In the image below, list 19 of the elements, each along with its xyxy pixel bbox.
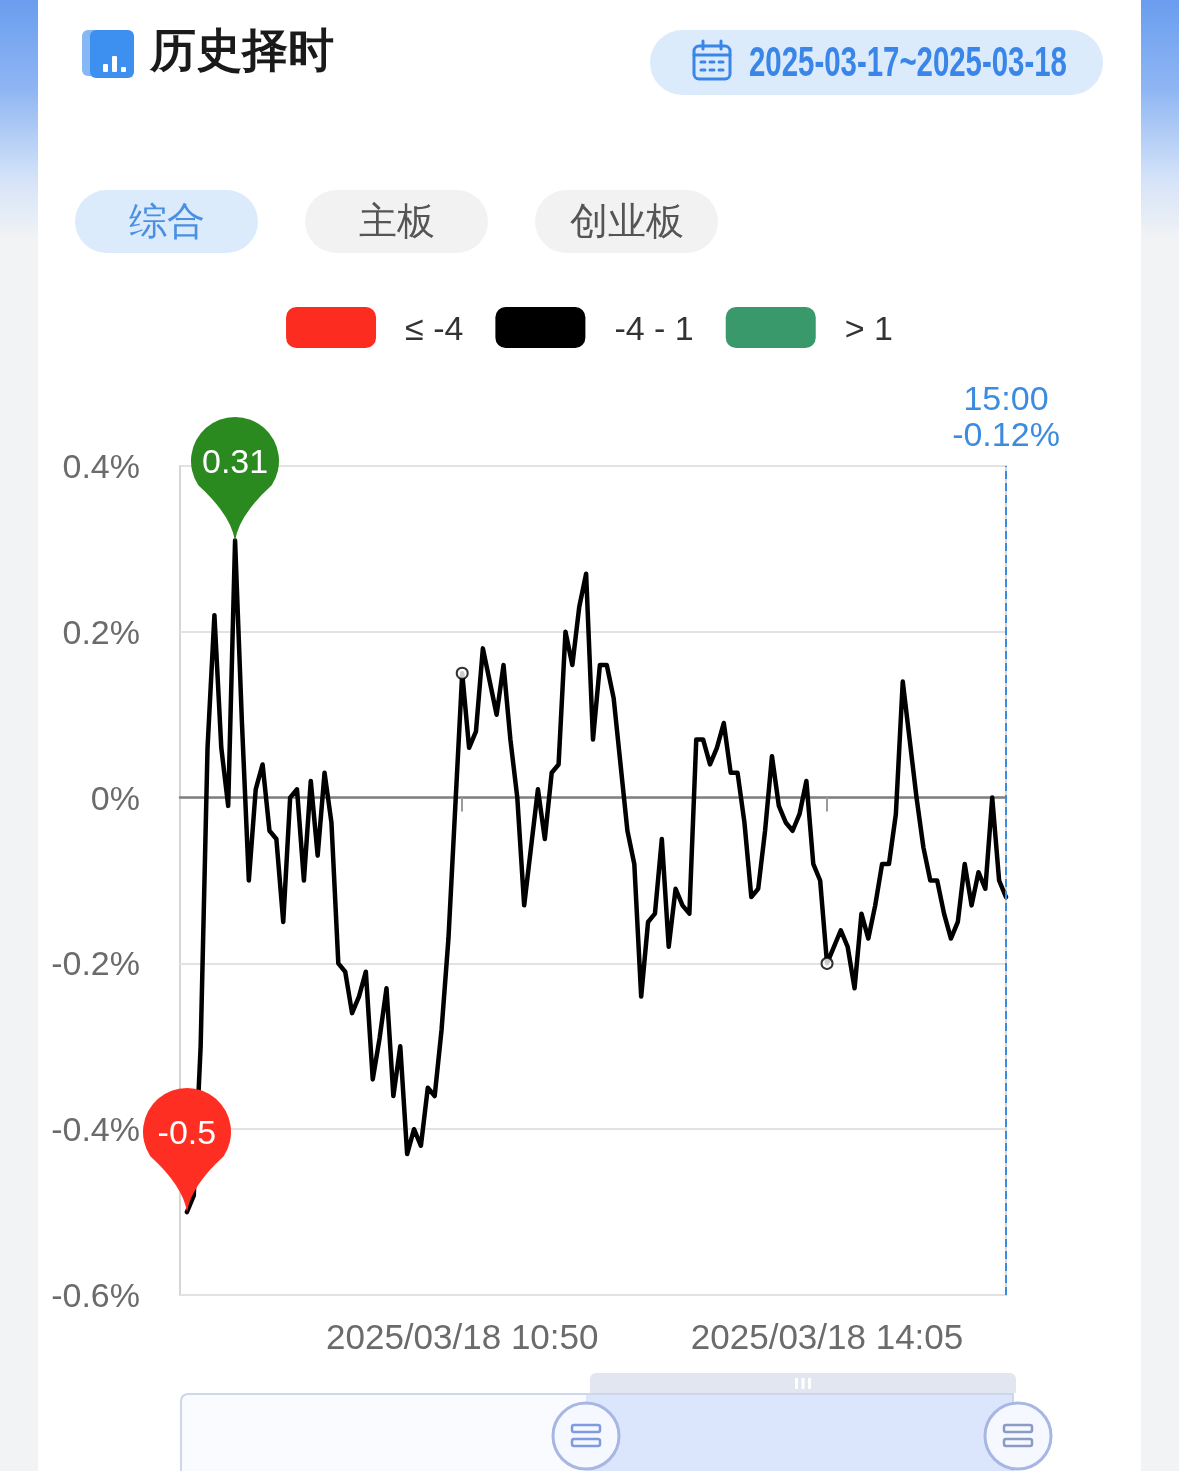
y-tick-label: 0% — [90, 778, 140, 817]
y-tick-label: -0.4% — [51, 1110, 140, 1149]
annotation: 0.31 — [201, 441, 269, 480]
legend-label: > 1 — [844, 308, 893, 347]
text: 15:00 -0.12% — [952, 379, 1060, 453]
y-tick-label: 0.4% — [62, 447, 140, 485]
x-tick-label: 2025/03/18 10:50 — [325, 1317, 599, 1356]
tab: 创业板 — [535, 190, 718, 253]
y-tick-label: -0.6% — [51, 1276, 140, 1314]
tab: 综合 — [75, 190, 258, 253]
y-tick-label: -0.2% — [51, 944, 140, 983]
y-tick-label: 0.2% — [62, 612, 140, 651]
chart-subtitle: 2025-03-17~2025-03-18 — [749, 37, 1067, 87]
legend-label: ≤ -4 — [405, 308, 464, 347]
chart-title: 历史择时 — [150, 22, 334, 78]
legend-label: -4 - 1 — [614, 308, 694, 347]
x-tick-label: 2025/03/18 14:05 — [690, 1317, 964, 1356]
annotation: -0.5 — [157, 1113, 217, 1152]
tab: 主板 — [305, 190, 488, 253]
